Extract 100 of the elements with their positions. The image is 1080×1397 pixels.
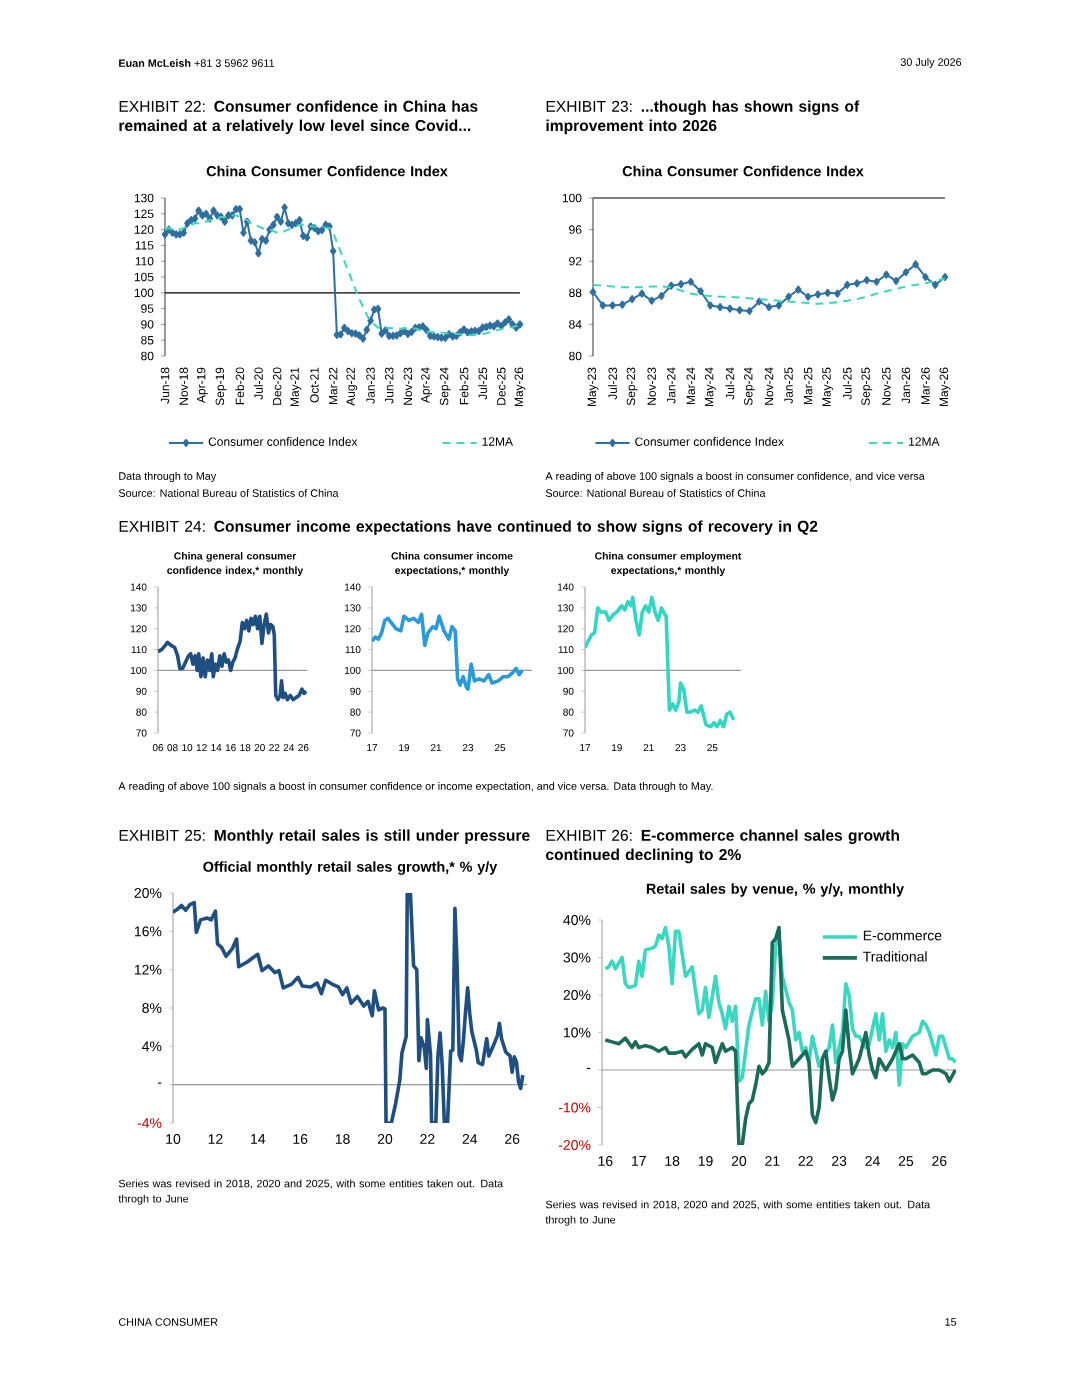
legend-label: Consumer confidence Index [635, 437, 784, 446]
x-tick-label: Dec-25 [497, 367, 506, 405]
x-tick-label: 26 [932, 1156, 947, 1166]
x-tick-label: 21 [643, 744, 654, 752]
point [912, 260, 919, 269]
y-tick-label: 140 [131, 583, 147, 591]
x-tick-label: 18 [335, 1134, 350, 1144]
x-tick-label: Mar-25 [803, 367, 813, 405]
y-tick-label: 125 [134, 209, 154, 219]
y-tick-label: 110 [345, 646, 361, 654]
point [843, 280, 851, 289]
x-tick-label: May-26 [939, 367, 951, 407]
source-note: Source: National Bureau of Statistics of China [545, 489, 766, 497]
y-tick-label: 105 [134, 272, 154, 282]
chart-subtitle: China consumer income expectations,* monthly [391, 551, 513, 577]
x-tick-label: 22 [420, 1134, 435, 1144]
y-tick-label: 4% [142, 1041, 162, 1052]
chart-subtitle: Official monthly retail sales growth,* % y/y [203, 861, 498, 875]
text: Series was revised in 2018, 2020 and 2025, with some entities taken out. Data throgh to June [118, 1179, 504, 1205]
y-tick-label: 70 [563, 729, 574, 737]
point [648, 296, 655, 305]
point [589, 288, 597, 297]
x-tick-label: 23 [675, 744, 686, 752]
x-tick-label: 24 [865, 1156, 880, 1166]
y-tick-label: -20% [558, 1140, 591, 1150]
point [677, 280, 685, 289]
y-tick-label: 96 [569, 225, 582, 234]
x-tick-label: 06 [152, 744, 164, 752]
x-tick-label: 20 [731, 1156, 747, 1166]
y-tick-label: 84 [569, 320, 582, 329]
y-tick-label: 80 [141, 351, 154, 361]
text: Euan McLeish +81 3 5962 9611 [119, 59, 275, 67]
y-tick-label: 70 [350, 729, 361, 737]
x-tick-label: Nov-23 [403, 367, 413, 405]
y-tick-label: 20% [134, 888, 162, 898]
chart-subtitle: China general consumer confidence index,* monthly [167, 551, 304, 577]
text: EXHIBIT 24: Consumer income expectations have continued to show signs of recovery in Q2 [119, 520, 818, 536]
chart-subtitle: Retail sales by venue, % y/y, monthly [646, 883, 905, 897]
point [765, 303, 773, 312]
x-tick-label: Sep-19 [215, 367, 227, 406]
x-tick-label: Jan-23 [366, 367, 375, 404]
x-tick-label: 10 [182, 744, 193, 752]
y-tick-label: 92 [569, 256, 582, 266]
point [824, 288, 831, 297]
source-note: Source: National Bureau of Statistics of China [118, 489, 339, 497]
y-tick-label: 80 [136, 708, 147, 716]
point [628, 295, 636, 304]
x-tick-label: Dec-20 [272, 367, 282, 405]
y-tick-label: - [157, 1082, 162, 1084]
x-tick-label: May-24 [704, 367, 716, 407]
y-tick-label: 20% [563, 990, 591, 1000]
y-tick-label: 120 [558, 625, 574, 633]
x-tick-label: 25 [898, 1156, 914, 1166]
point [716, 303, 724, 312]
x-tick-label: Sep-25 [861, 367, 873, 406]
legend-label: 12MA [909, 437, 940, 446]
y-tick-label: 90 [350, 687, 361, 695]
legend-label: Traditional [863, 951, 927, 962]
point [795, 285, 802, 294]
x-tick-label: Jun-18 [160, 367, 170, 404]
y-tick-label: 88 [569, 288, 582, 298]
x-tick-label: May-25 [822, 367, 834, 407]
x-tick-label: May-26 [514, 367, 526, 407]
y-tick-label: 100 [558, 666, 574, 674]
y-tick-label: 85 [141, 335, 154, 345]
point [775, 301, 783, 310]
x-tick-label: Nov-24 [764, 367, 774, 405]
y-tick-label: 130 [131, 604, 147, 612]
y-tick-label: 90 [141, 320, 154, 329]
x-tick-label: 18 [665, 1156, 680, 1166]
point [687, 277, 695, 286]
y-tick-label: 140 [558, 583, 574, 591]
x-tick-label: 23 [462, 744, 474, 752]
x-tick-label: May-23 [587, 367, 599, 407]
y-tick-label: 115 [135, 241, 154, 250]
x-tick-label: 19 [698, 1156, 713, 1166]
y-tick-label: 100 [345, 666, 361, 674]
x-tick-label: Mar-22 [328, 367, 338, 405]
y-tick-label: 90 [563, 687, 574, 695]
x-tick-label: Jan-25 [784, 367, 793, 404]
x-tick-label: 24 [283, 744, 295, 752]
point [726, 304, 734, 313]
point [609, 301, 616, 310]
y-tick-label: 120 [345, 625, 361, 633]
text: A reading of above 100 signals a boost in consumer confidence, and vice versa [545, 471, 925, 483]
x-tick-label: Sep-24 [439, 367, 451, 406]
x-tick-label: 17 [632, 1156, 646, 1166]
x-tick-label: 16 [598, 1156, 613, 1166]
y-tick-label: 80 [563, 708, 574, 716]
x-tick-label: Jan-24 [666, 367, 676, 404]
y-tick-label: 110 [131, 646, 147, 654]
x-tick-label: 22 [798, 1156, 813, 1166]
x-tick-label: Sep-23 [626, 367, 638, 406]
y-tick-label: 16% [134, 926, 162, 937]
x-tick-label: 12 [196, 744, 207, 752]
x-tick-label: 18 [240, 744, 251, 752]
legend-label: 12MA [482, 437, 513, 446]
text: A reading of above 100 signals a boost in consumer confidence or income expectation, and vice versa. Data through to May. [118, 781, 713, 793]
text: Series was revised in 2018, 2020 and 2025, with some entities taken out. Data throgh to June [545, 1200, 931, 1226]
x-tick-label: 25 [494, 744, 506, 752]
